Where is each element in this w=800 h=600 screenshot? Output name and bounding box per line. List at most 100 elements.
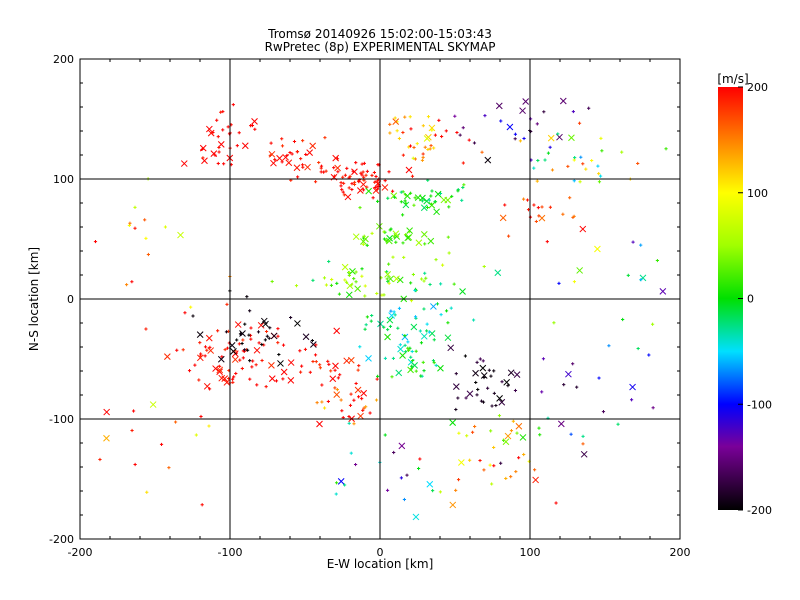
data-point-plus [413, 157, 417, 161]
data-point-plus [408, 191, 413, 195]
data-point-plus [400, 213, 405, 217]
data-point-cross [480, 372, 488, 379]
data-point-cross [285, 159, 293, 167]
data-point-plus [339, 184, 343, 188]
data-point-plus [504, 476, 508, 481]
data-point-plus [388, 131, 392, 135]
data-point-plus [456, 396, 460, 400]
data-point-plus [263, 338, 267, 342]
data-point-plus [601, 410, 606, 414]
data-point-plus [545, 240, 549, 244]
data-point-plus [348, 403, 353, 407]
data-point-plus [514, 469, 518, 474]
data-point-plus [457, 431, 461, 435]
data-point-plus [334, 481, 339, 485]
data-point-plus [276, 327, 280, 331]
data-point-plus [579, 155, 583, 159]
data-point-plus [432, 338, 436, 342]
data-point-plus [247, 333, 251, 337]
data-point-plus [568, 196, 572, 200]
data-point-plus [335, 387, 339, 392]
colorbar-tick-label: -100 [747, 398, 772, 411]
data-point-plus [478, 458, 482, 463]
data-point-plus [93, 239, 98, 244]
data-point-cross [410, 323, 418, 331]
data-point-plus [413, 315, 418, 319]
data-point-plus [341, 175, 345, 179]
data-point-plus [393, 235, 397, 239]
data-point-plus [392, 310, 396, 314]
data-point-cross [396, 276, 404, 284]
data-point-plus [515, 431, 519, 435]
data-point-plus [599, 136, 603, 140]
data-point-cross [260, 317, 268, 325]
data-point-plus [429, 144, 433, 148]
data-point-plus [413, 196, 417, 200]
data-point-cross [392, 118, 400, 125]
data-point-plus [528, 117, 533, 121]
data-point-plus [362, 406, 366, 410]
data-point-plus [407, 348, 411, 352]
data-point-cross [354, 386, 362, 394]
data-point-cross [332, 154, 340, 162]
data-point-plus [430, 202, 434, 206]
data-point-cross [404, 234, 412, 242]
data-point-plus [440, 134, 444, 139]
data-point-plus [344, 280, 349, 284]
data-point-plus [372, 170, 377, 175]
data-point-cross [360, 389, 368, 397]
data-point-plus [454, 488, 458, 492]
data-point-plus [385, 488, 390, 492]
data-point-plus [315, 401, 319, 405]
data-point-cross [163, 353, 171, 360]
data-point-plus [231, 380, 235, 385]
data-point-plus [361, 170, 365, 174]
data-point-plus [421, 152, 425, 156]
data-point-plus [234, 371, 238, 376]
data-point-plus [416, 466, 421, 471]
data-point-plus [556, 132, 560, 136]
data-point-plus [320, 400, 324, 404]
data-point-plus [569, 432, 573, 436]
data-point-plus [607, 344, 611, 348]
data-point-plus [290, 152, 294, 156]
data-point-cross [230, 347, 237, 355]
data-point-plus [536, 206, 540, 210]
colorbar-tick-label: 0 [747, 293, 754, 306]
data-point-plus [374, 398, 379, 402]
data-point-plus [626, 273, 630, 278]
data-point-plus [386, 196, 390, 200]
data-point-plus [310, 338, 315, 343]
data-point-cross [420, 332, 428, 340]
data-point-plus [460, 198, 464, 202]
data-point-plus [383, 179, 387, 183]
data-point-plus [361, 408, 365, 412]
data-point-plus [428, 147, 432, 151]
data-point-plus [365, 243, 369, 247]
data-point-plus [220, 355, 224, 359]
data-point-plus [456, 478, 461, 482]
data-points [93, 97, 668, 521]
data-point-plus [414, 369, 418, 373]
data-point-plus [577, 121, 582, 125]
x-tick-label: -200 [68, 546, 93, 559]
data-point-cross [423, 197, 431, 205]
data-point-plus [363, 327, 367, 331]
data-point-plus [339, 398, 343, 402]
data-point-plus [145, 490, 149, 494]
x-tick-label: 200 [670, 546, 691, 559]
data-point-cross [515, 422, 523, 430]
data-point-plus [260, 342, 264, 347]
data-point-plus [489, 429, 493, 433]
data-point-plus [403, 115, 407, 119]
data-point-plus [375, 179, 380, 183]
data-point-plus [406, 340, 410, 344]
data-point-plus [488, 463, 492, 467]
data-point-cross [217, 355, 225, 363]
data-point-plus [298, 370, 303, 374]
data-point-plus [562, 383, 566, 387]
data-point-cross [372, 187, 380, 194]
data-point-plus [273, 157, 277, 162]
data-point-plus [438, 490, 442, 494]
data-point-plus [550, 168, 555, 172]
